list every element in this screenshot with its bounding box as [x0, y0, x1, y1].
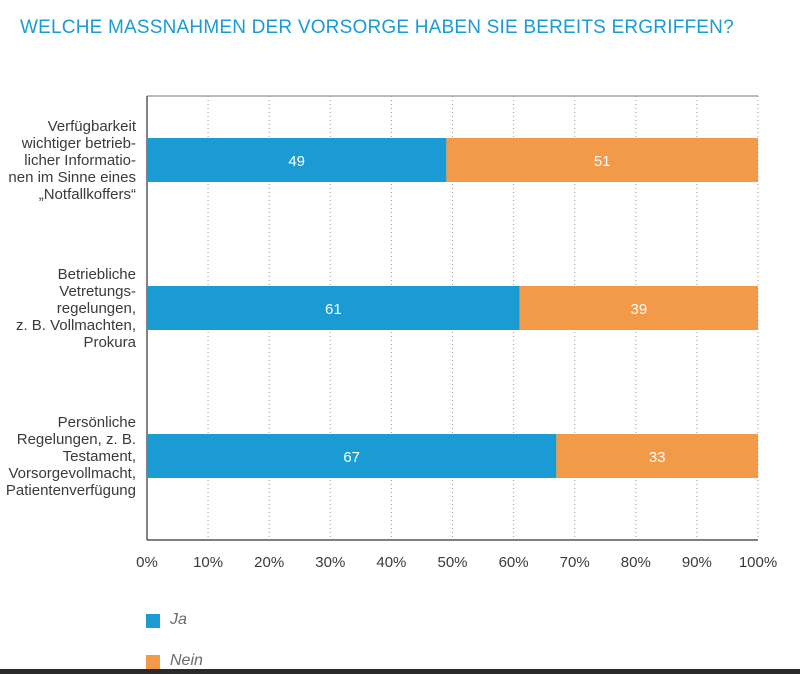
x-tick-label: 0%: [136, 554, 158, 571]
x-tick-label: 100%: [739, 554, 777, 571]
bar-value-label: 33: [649, 449, 666, 466]
legend-swatch: [146, 614, 160, 628]
category-label-line: licher Informatio-: [24, 151, 136, 169]
bar-value-label: 67: [343, 449, 360, 466]
bar-ja: [147, 138, 447, 182]
category-label-line: „Notfallkoffers“: [38, 185, 136, 203]
category-label: Verfügbarkeit wichtiger betrieb-licher In…: [0, 118, 136, 203]
legend-swatch: [146, 655, 160, 669]
bar-value-label: 61: [325, 301, 342, 318]
bar-ja: [147, 286, 520, 330]
category-label: Persönliche Regelungen, z. B. Testament, Vo…: [0, 414, 136, 499]
x-tick-label: 70%: [560, 554, 590, 571]
x-tick-label: 50%: [437, 554, 467, 571]
category-label: Betriebliche Vetretungs-regelungen, z. B. …: [0, 266, 136, 351]
category-label-line: Persönliche: [57, 413, 136, 431]
category-label-line: Patientenverfügung: [5, 481, 136, 499]
x-tick-label: 40%: [376, 554, 406, 571]
bar-nein: [446, 138, 758, 182]
x-tick-label: 80%: [621, 554, 651, 571]
legend-label: Nein: [170, 652, 203, 669]
category-label-line: Prokura: [83, 333, 136, 351]
legend-label: Ja: [170, 611, 187, 628]
category-label-line: Verfügbarkeit: [47, 117, 136, 135]
category-label-line: regelungen,: [56, 299, 136, 317]
x-tick-label: 90%: [682, 554, 712, 571]
bar-value-label: 49: [288, 153, 305, 170]
x-tick-label: 30%: [315, 554, 345, 571]
bar-nein: [519, 286, 758, 330]
category-label-line: Betriebliche: [57, 265, 136, 283]
category-label-line: z. B. Vollmachten,: [15, 316, 136, 334]
bar-value-label: 39: [631, 301, 648, 318]
x-tick-label: 20%: [254, 554, 284, 571]
category-label-line: wichtiger betrieb-: [21, 134, 136, 152]
bar-ja: [147, 434, 557, 478]
bar-nein: [556, 434, 758, 478]
bar-value-label: 51: [594, 153, 611, 170]
page-bottom-border: [0, 669, 800, 674]
chart-title: WELCHE MASSNAHMEN DER VORSORGE HABEN SIE…: [20, 17, 734, 38]
category-label-line: Testament,: [62, 447, 136, 465]
category-label-line: Vetretungs-: [59, 282, 136, 300]
category-label-line: Regelungen, z. B.: [16, 430, 136, 448]
x-tick-label: 60%: [499, 554, 529, 571]
category-label-line: nen im Sinne eines: [8, 168, 136, 186]
category-label-line: Vorsorgevollmacht,: [8, 464, 136, 482]
x-tick-label: 10%: [193, 554, 223, 571]
